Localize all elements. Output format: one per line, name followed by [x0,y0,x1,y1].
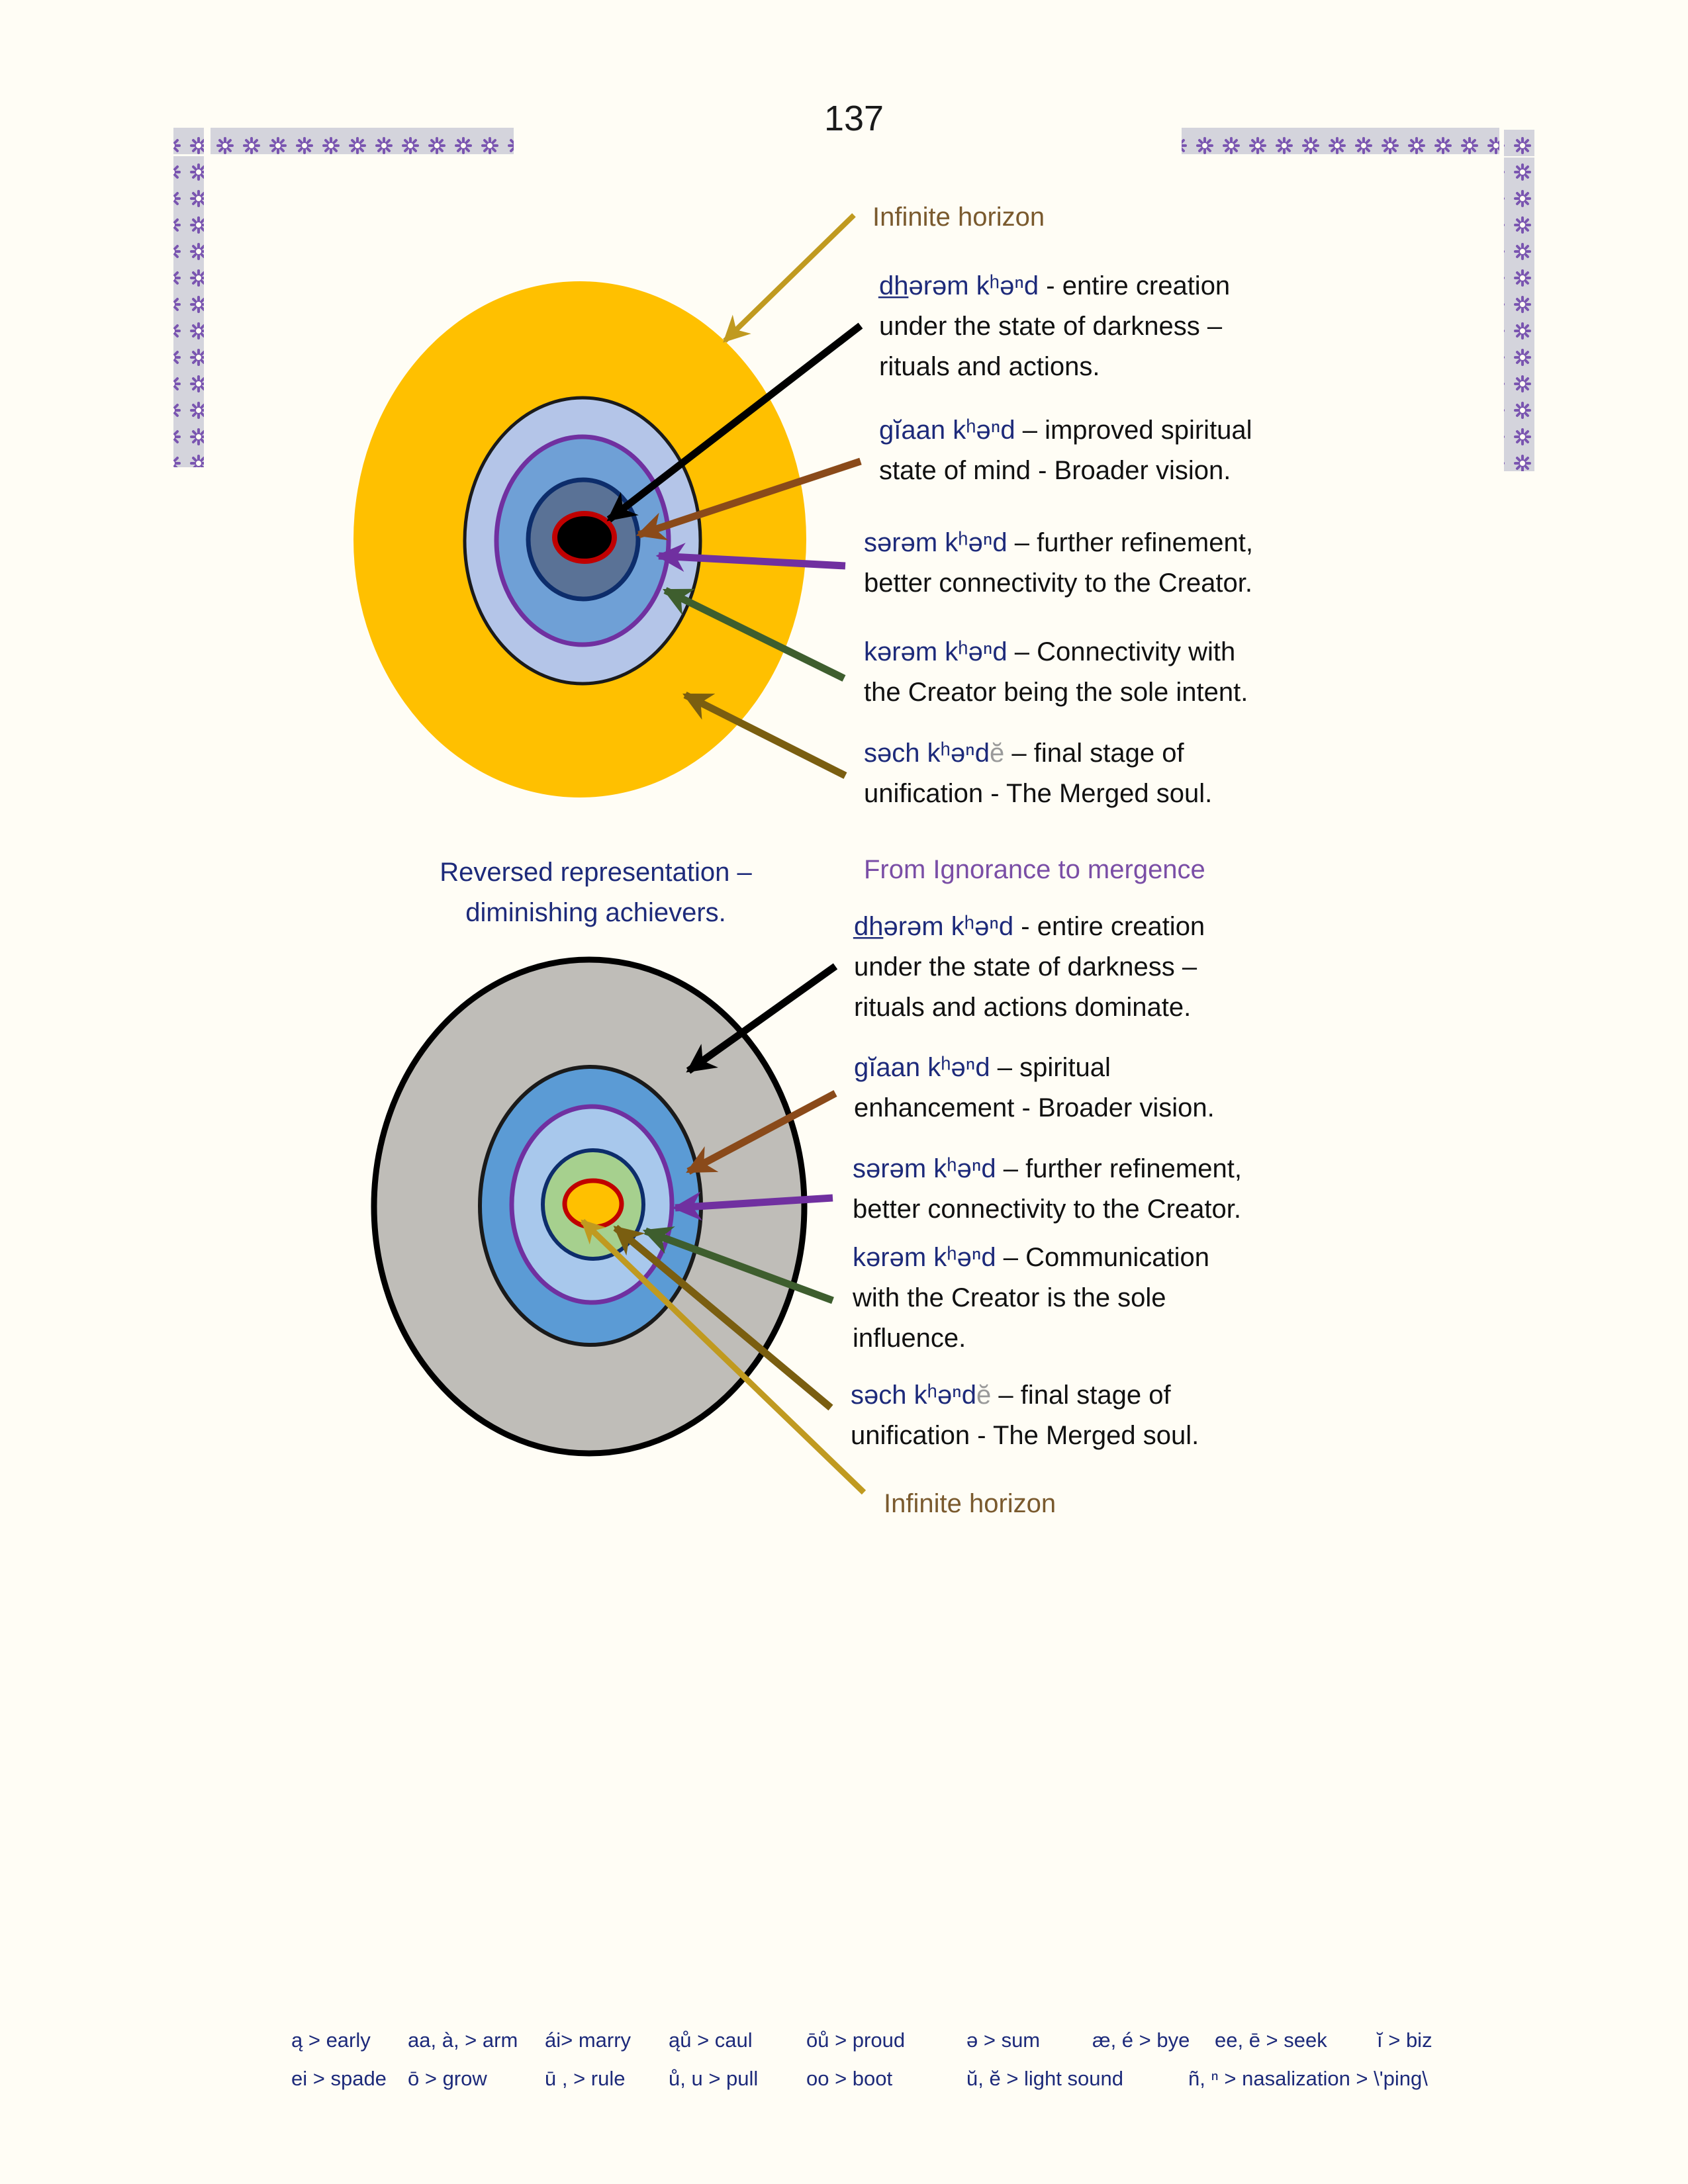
top-horizon-label: Infinite horizon [872,203,1045,232]
border-top-left-v [173,156,204,467]
bottom-desc-sach-2: unification - The Merged soul. [851,1421,1199,1450]
border-top-right-corner [1504,130,1534,156]
bottom-desc-karam-2: with the Creator is the sole [853,1283,1166,1312]
page-number: 137 [823,99,884,138]
border-top-left-corner [173,128,204,154]
top-item-karam: kərəm kʰəⁿd – Connectivity with the Crea… [864,632,1248,713]
top-desc-sach-2: unification - The Merged soul. [864,779,1213,808]
bottom-horizon-label: Infinite horizon [884,1489,1056,1518]
top-arrow-horizon [723,213,856,343]
top-term-karam: kərəm kʰəⁿd [864,637,1008,666]
bottom-term-sach: səch kʰəⁿd [851,1381,977,1410]
bottom-item-saram: sərəm kʰəⁿd – further refinement, better… [853,1149,1242,1230]
top-item-sach: səch kʰəⁿdĕ – final stage of unification… [864,733,1212,814]
reversed-caption-line-2: diminishing achievers. [465,898,726,927]
legend-item: ái> marry [545,2028,632,2052]
legend-item: aa, à, > arm [408,2028,518,2052]
top-ring-dharam [552,511,617,564]
bottom-desc-karam-1: – Communication [996,1243,1210,1272]
legend-item: ōů > proud [806,2028,906,2052]
border-top-right-v [1504,158,1534,471]
legend-item: ee, ē > seek [1215,2028,1327,2052]
bottom-term-sach-suffix: ĕ [976,1381,992,1410]
legend-item: ů, u > pull [669,2067,759,2090]
from-ignorance-caption: From Ignorance to mergence [864,855,1205,884]
bottom-arrow-karam [642,1226,834,1304]
top-desc-giaan-2: state of mind - Broader vision. [879,456,1231,485]
bottom-desc-dharam-1: - entire creation [1013,912,1205,941]
legend-item: æ, é > bye [1092,2028,1190,2052]
bottom-arrow-horizon [580,1218,867,1495]
bottom-concentric-diagram [371,956,867,1495]
top-desc-giaan-1: – improved spiritual [1015,416,1252,445]
top-desc-sach-1: – final stage of [1004,739,1184,768]
legend-item: ĭ > biz [1377,2028,1432,2052]
top-desc-saram-1: – further refinement, [1007,528,1253,557]
bottom-desc-dharam-3: rituals and actions dominate. [854,993,1192,1022]
legend-item: ŭ, ĕ > light sound [966,2067,1123,2090]
bottom-term-dharam: d̲h̲ərəm kʰəⁿd [854,912,1014,941]
bottom-item-karam: kərəm kʰəⁿd – Communication with the Cre… [853,1238,1209,1359]
reversed-caption: Reversed representation – diminishing ac… [417,852,774,933]
legend-item: oo > boot [806,2067,893,2090]
border-top-right-h [1182,128,1499,154]
legend-item: ū , > rule [545,2067,626,2090]
bottom-desc-dharam-2: under the state of darkness – [854,952,1197,981]
legend-item: ei > spade [291,2067,387,2090]
top-concentric-diagram [353,213,863,797]
top-arrow-dharam [606,322,863,523]
bottom-item-sach: səch kʰəⁿdĕ – final stage of unification… [851,1375,1199,1456]
border-top-left-h [211,128,514,154]
top-desc-karam-2: the Creator being the sole intent. [864,678,1248,707]
bottom-desc-giaan-1: – spiritual [990,1053,1111,1082]
top-arrow-karam [663,587,846,682]
top-item-dharam: d̲h̲ərəm kʰəⁿd - entire creation under t… [879,266,1230,387]
bottom-desc-sach-1: – final stage of [991,1381,1171,1410]
bottom-arrow-saram [672,1191,833,1221]
bottom-item-dharam: d̲h̲ərəm kʰəⁿd - entire creation under t… [854,907,1205,1028]
top-item-giaan: gĭaan kʰəⁿd – improved spiritual state o… [879,410,1252,491]
top-desc-dharam-2: under the state of darkness – [879,312,1223,341]
bottom-ring-sach [562,1178,624,1230]
top-term-sach-suffix: ĕ [990,739,1005,768]
bottom-term-giaan: gĭaan kʰəⁿd [854,1053,990,1082]
top-desc-karam-1: – Connectivity with [1007,637,1236,666]
decorative-border [173,128,1534,471]
top-term-saram: sərəm kʰəⁿd [864,528,1008,557]
top-desc-saram-2: better connectivity to the Creator. [864,569,1252,598]
top-item-saram: sərəm kʰəⁿd – further refinement, better… [864,523,1253,604]
top-term-sach: səch kʰəⁿd [864,739,990,768]
top-arrow-saram [655,543,846,572]
legend-item: ō > grow [408,2067,487,2090]
top-desc-dharam-1: - entire creation [1039,271,1231,300]
legend-item: ə > sum [966,2028,1041,2052]
bottom-desc-giaan-2: enhancement - Broader vision. [854,1093,1215,1122]
bottom-desc-saram-2: better connectivity to the Creator. [853,1195,1241,1224]
bottom-desc-saram-1: – further refinement, [996,1154,1242,1183]
legend-item: ą > early [291,2028,371,2052]
bottom-term-karam: kərəm kʰəⁿd [853,1243,996,1272]
bottom-item-giaan: gĭaan kʰəⁿd – spiritual enhancement - Br… [854,1048,1215,1128]
top-term-giaan: gĭaan kʰəⁿd [879,416,1015,445]
top-arrow-sach [682,692,847,779]
bottom-arrow-sach [613,1224,833,1411]
bottom-arrow-dharam [686,963,838,1074]
legend-item: ąů > caul [669,2028,753,2052]
top-desc-dharam-3: rituals and actions. [879,352,1100,381]
bottom-term-saram: sərəm kʰəⁿd [853,1154,996,1183]
bottom-arrow-giaan [686,1090,837,1175]
top-arrow-giaan [635,457,862,541]
bottom-desc-karam-3: influence. [853,1324,966,1353]
reversed-caption-line-1: Reversed representation – [440,858,752,887]
top-term-dharam: d̲h̲ərəm kʰəⁿd [879,271,1039,300]
legend-item: ñ, ⁿ > nasalization > \'ping\ [1188,2067,1428,2090]
